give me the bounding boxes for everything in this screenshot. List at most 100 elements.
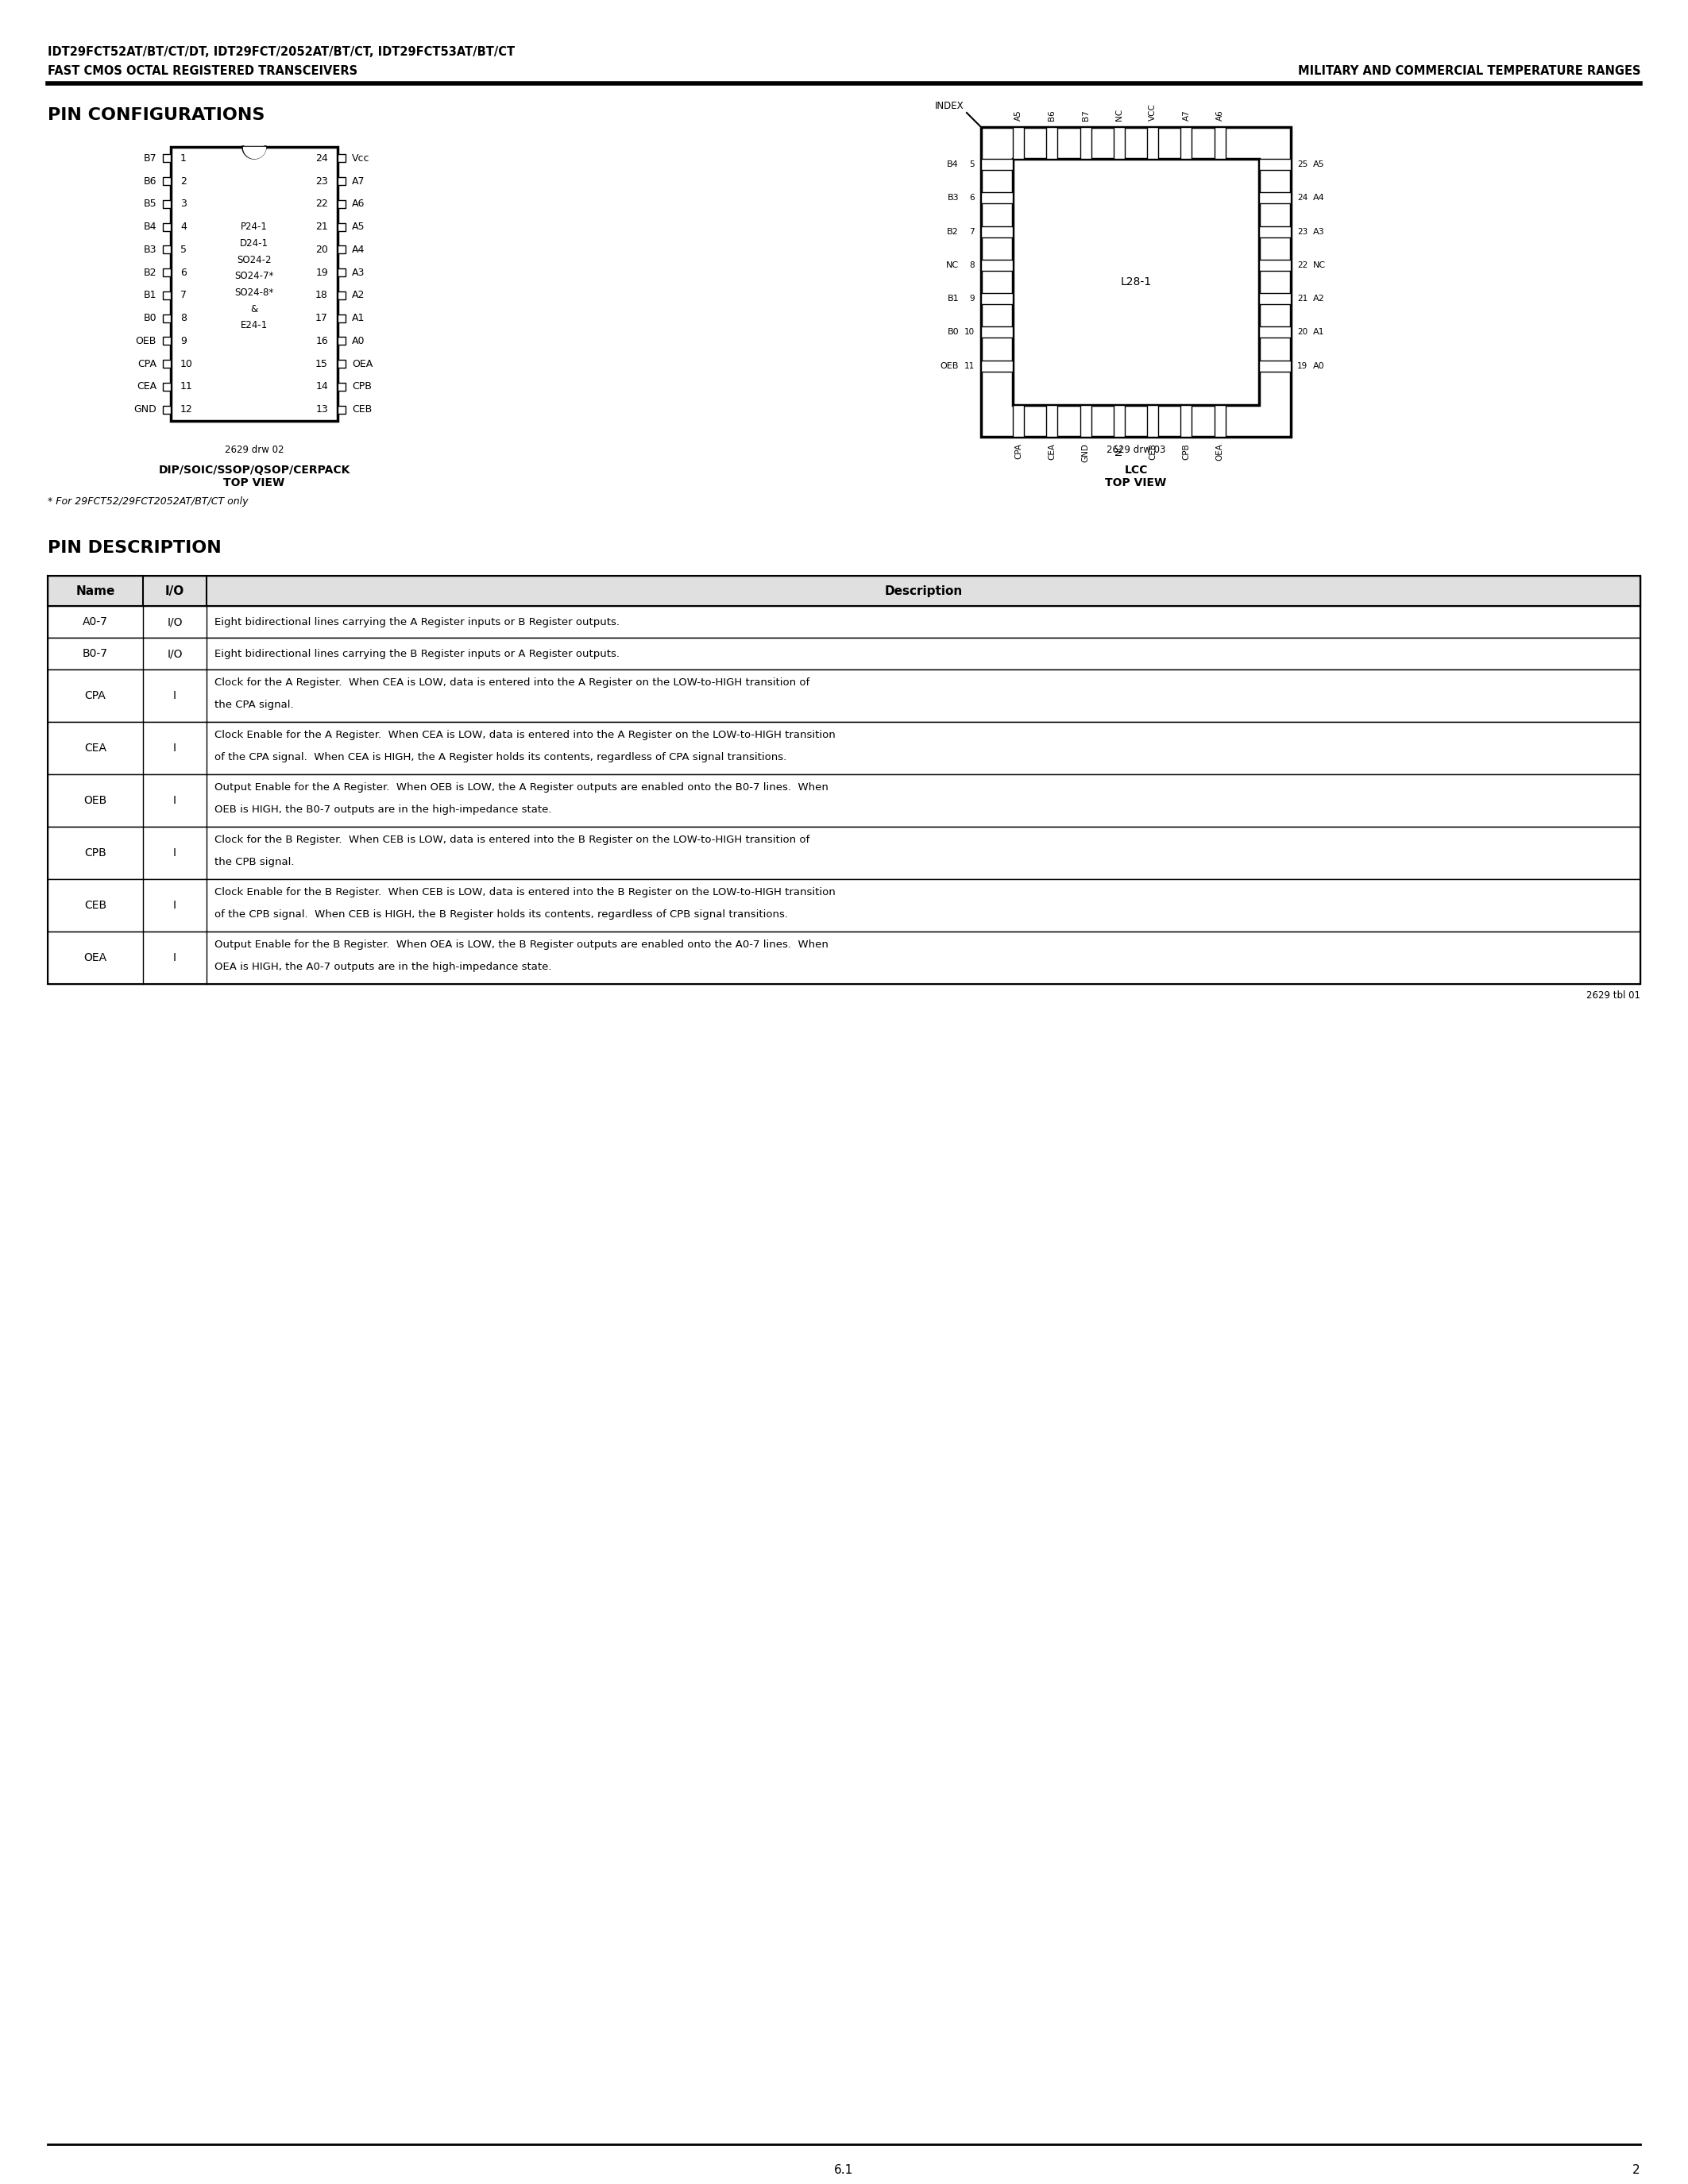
Text: CPB: CPB xyxy=(1182,443,1190,459)
Text: &: & xyxy=(250,304,258,314)
Text: Name: Name xyxy=(76,585,115,596)
Text: 6: 6 xyxy=(969,194,974,201)
Text: OEA is HIGH, the A0-7 outputs are in the high-impedance state.: OEA is HIGH, the A0-7 outputs are in the… xyxy=(214,961,552,972)
Text: NC: NC xyxy=(1116,443,1123,454)
Text: A0: A0 xyxy=(1313,363,1325,369)
Bar xyxy=(1259,260,1291,271)
Text: 2: 2 xyxy=(1084,144,1089,153)
Bar xyxy=(981,360,1013,371)
Bar xyxy=(338,177,346,186)
Bar xyxy=(338,155,346,162)
Bar xyxy=(981,293,1013,304)
Text: I/O: I/O xyxy=(165,585,184,596)
Bar xyxy=(162,360,170,367)
Text: * For 29FCT52/29FCT2052AT/BT/CT only: * For 29FCT52/29FCT2052AT/BT/CT only xyxy=(47,496,248,507)
Bar xyxy=(170,146,338,422)
Text: 24: 24 xyxy=(316,153,327,164)
Text: OEB is HIGH, the B0-7 outputs are in the high-impedance state.: OEB is HIGH, the B0-7 outputs are in the… xyxy=(214,804,552,815)
Text: Clock for the B Register.  When CEB is LOW, data is entered into the B Register : Clock for the B Register. When CEB is LO… xyxy=(214,834,810,845)
Bar xyxy=(981,127,1291,437)
Text: E24-1: E24-1 xyxy=(241,321,268,330)
Text: 23: 23 xyxy=(316,177,327,186)
Text: OEB: OEB xyxy=(940,363,959,369)
Bar xyxy=(1047,404,1057,437)
Text: 9: 9 xyxy=(181,336,187,347)
Text: the CPA signal.: the CPA signal. xyxy=(214,699,294,710)
Text: A3: A3 xyxy=(351,266,365,277)
Text: CEA: CEA xyxy=(84,743,106,753)
Text: FAST CMOS OCTAL REGISTERED TRANSCEIVERS: FAST CMOS OCTAL REGISTERED TRANSCEIVERS xyxy=(47,66,358,76)
Text: CPB: CPB xyxy=(84,847,106,858)
Text: 20: 20 xyxy=(1296,328,1308,336)
Text: 1: 1 xyxy=(181,153,187,164)
Text: 27: 27 xyxy=(1182,144,1192,153)
Text: PIN CONFIGURATIONS: PIN CONFIGURATIONS xyxy=(47,107,265,122)
Bar xyxy=(1259,225,1291,238)
Text: P24-1: P24-1 xyxy=(241,223,268,232)
Text: NC: NC xyxy=(1313,262,1325,269)
Text: 12: 12 xyxy=(181,404,192,415)
Text: I: I xyxy=(174,900,176,911)
Text: Clock Enable for the A Register.  When CEA is LOW, data is entered into the A Re: Clock Enable for the A Register. When CE… xyxy=(214,729,836,740)
Text: A3: A3 xyxy=(1313,227,1325,236)
Bar xyxy=(1214,404,1225,437)
Text: Clock Enable for the B Register.  When CEB is LOW, data is entered into the B Re: Clock Enable for the B Register. When CE… xyxy=(214,887,836,898)
Text: I: I xyxy=(174,952,176,963)
Text: B3: B3 xyxy=(947,194,959,201)
Text: VCC: VCC xyxy=(1150,103,1156,120)
Bar xyxy=(1259,159,1291,170)
Text: 24: 24 xyxy=(1296,194,1308,201)
Text: NC: NC xyxy=(1116,109,1123,120)
Text: 17: 17 xyxy=(1182,408,1192,417)
Text: 22: 22 xyxy=(1296,262,1308,269)
Bar xyxy=(162,201,170,207)
Bar xyxy=(162,382,170,391)
Text: OEA: OEA xyxy=(351,358,373,369)
Bar xyxy=(981,328,1013,339)
Bar xyxy=(338,406,346,413)
Bar xyxy=(1080,404,1090,437)
Bar xyxy=(162,290,170,299)
Bar xyxy=(981,260,1013,271)
Text: 21: 21 xyxy=(316,223,327,232)
Text: 4: 4 xyxy=(181,223,187,232)
Text: A2: A2 xyxy=(351,290,365,301)
Bar xyxy=(162,269,170,277)
Text: 5: 5 xyxy=(181,245,187,256)
Bar xyxy=(1180,127,1192,159)
Text: B1: B1 xyxy=(947,295,959,304)
Text: 7: 7 xyxy=(181,290,187,301)
Text: A5: A5 xyxy=(1313,159,1325,168)
Bar xyxy=(47,880,1641,933)
Bar xyxy=(47,638,1641,670)
Bar xyxy=(1148,127,1158,159)
Text: 8: 8 xyxy=(181,312,187,323)
Text: Output Enable for the B Register.  When OEA is LOW, the B Register outputs are e: Output Enable for the B Register. When O… xyxy=(214,939,829,950)
Text: 2629 drw 02: 2629 drw 02 xyxy=(225,446,284,454)
Text: the CPB signal.: the CPB signal. xyxy=(214,856,294,867)
Text: B4: B4 xyxy=(143,223,157,232)
Bar xyxy=(47,577,1641,605)
Text: 18: 18 xyxy=(316,290,327,301)
Text: I: I xyxy=(174,743,176,753)
Text: B0: B0 xyxy=(947,328,959,336)
Bar xyxy=(1114,127,1124,159)
Text: 15: 15 xyxy=(316,358,327,369)
Bar xyxy=(1259,293,1291,304)
Text: 18: 18 xyxy=(1215,408,1225,417)
Text: LCC
TOP VIEW: LCC TOP VIEW xyxy=(1106,465,1166,489)
Text: A6: A6 xyxy=(351,199,365,210)
Text: 19: 19 xyxy=(1296,363,1308,369)
Text: B6: B6 xyxy=(1048,109,1057,120)
Text: Description: Description xyxy=(885,585,962,596)
Text: 23: 23 xyxy=(1296,227,1308,236)
Text: 16: 16 xyxy=(1148,408,1158,417)
Bar xyxy=(162,177,170,186)
Bar xyxy=(338,360,346,367)
Text: I: I xyxy=(174,795,176,806)
Text: 28: 28 xyxy=(1148,144,1158,153)
Text: OEA: OEA xyxy=(1215,443,1224,461)
Text: OEB: OEB xyxy=(135,336,157,347)
Text: D24-1: D24-1 xyxy=(240,238,268,249)
Text: 11: 11 xyxy=(181,382,192,391)
